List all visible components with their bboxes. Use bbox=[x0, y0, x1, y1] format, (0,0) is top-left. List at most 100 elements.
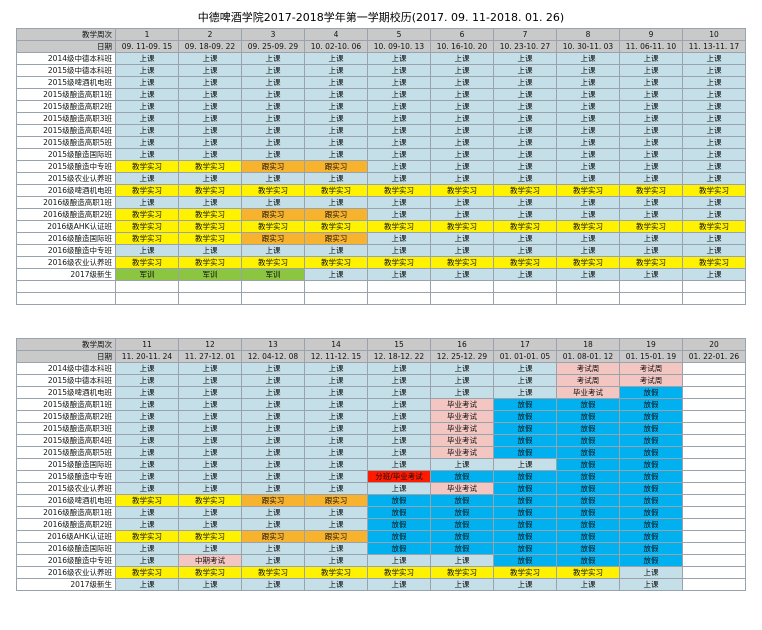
schedule-cell: 放假 bbox=[619, 470, 683, 483]
schedule-cell bbox=[682, 518, 746, 531]
schedule-cell: 上课 bbox=[241, 554, 305, 567]
schedule-cell: 放假 bbox=[556, 494, 620, 507]
schedule-cell: 教学实习 bbox=[556, 256, 620, 269]
schedule-cell: 上课 bbox=[367, 398, 431, 411]
schedule-cell bbox=[682, 542, 746, 555]
schedule-cell: 上课 bbox=[178, 542, 242, 555]
schedule-cell: 上课 bbox=[493, 362, 557, 375]
schedule-cell: 上课 bbox=[115, 124, 179, 137]
row-label: 2016级啤酒机电班 bbox=[16, 184, 116, 197]
schedule-cell: 上课 bbox=[304, 88, 368, 101]
schedule-cell: 上课 bbox=[556, 64, 620, 77]
schedule-cell: 教学实习 bbox=[493, 220, 557, 233]
schedule-cell: 上课 bbox=[430, 196, 494, 209]
schedule-cell: 上课 bbox=[304, 422, 368, 435]
schedule-cell: 上课 bbox=[619, 76, 683, 89]
schedule-cell: 放假 bbox=[556, 458, 620, 471]
schedule-cell: 上课 bbox=[178, 148, 242, 161]
schedule-cell: 上课 bbox=[430, 76, 494, 89]
schedule-cell: 毕业考试 bbox=[430, 446, 494, 459]
schedule-cell: 上课 bbox=[682, 112, 746, 125]
row-label: 2015级酿造中专班 bbox=[16, 470, 116, 483]
schedule-cell: 上课 bbox=[619, 100, 683, 113]
schedule-cell: 教学实习 bbox=[493, 566, 557, 579]
table-row: 2015级酿造国际班 上课 上课 上课 上课 上课 上课 上课 放假 放假 bbox=[16, 458, 746, 471]
schedule-cell: 19 bbox=[619, 338, 683, 351]
table-row: 2016级酿造高职2班 教学实习 教学实习 跟实习 跟实习 上课 上课 上课 上课 上课 上课 bbox=[16, 208, 746, 221]
schedule-cell: 放假 bbox=[556, 530, 620, 543]
schedule-cell: 教学实习 bbox=[178, 220, 242, 233]
schedule-cell: 上课 bbox=[367, 52, 431, 65]
schedule-cell: 考试周 bbox=[619, 374, 683, 387]
schedule-cell: 放假 bbox=[619, 542, 683, 555]
schedule-cell bbox=[367, 292, 431, 305]
schedule-cell bbox=[304, 280, 368, 293]
table-row: 日期 11. 20-11. 24 11. 27-12. 01 12. 04-12. 0… bbox=[16, 350, 746, 363]
schedule-cell: 上课 bbox=[178, 398, 242, 411]
schedule-cell: 10. 16-10. 20 bbox=[430, 40, 494, 53]
schedule-cell: 上课 bbox=[115, 518, 179, 531]
schedule-cell: 上课 bbox=[178, 410, 242, 423]
schedule-cell bbox=[241, 292, 305, 305]
schedule-cell: 上课 bbox=[304, 196, 368, 209]
schedule-cell bbox=[178, 280, 242, 293]
schedule-cell: 跟实习 bbox=[304, 494, 368, 507]
schedule-cell: 毕业考试 bbox=[430, 398, 494, 411]
schedule-cell: 教学实习 bbox=[178, 530, 242, 543]
schedule-cell: 教学实习 bbox=[115, 494, 179, 507]
schedule-cell: 13 bbox=[241, 338, 305, 351]
row-label: 2014级中德本科班 bbox=[16, 52, 116, 65]
schedule-cell: 教学实习 bbox=[493, 184, 557, 197]
table-row: 日期 09. 11-09. 15 09. 18-09. 22 09. 25-09. 2… bbox=[16, 40, 746, 53]
schedule-cell: 20 bbox=[682, 338, 746, 351]
schedule-cell: 上课 bbox=[304, 410, 368, 423]
row-label: 2016级AHK认证班 bbox=[16, 220, 116, 233]
schedule-cell: 教学实习 bbox=[430, 184, 494, 197]
schedule-cell: 上课 bbox=[556, 232, 620, 245]
table-row: 2016级酿造高职2班 上课 上课 上课 上课 放假 放假 放假 放假 放假 bbox=[16, 518, 746, 531]
schedule-cell: 上课 bbox=[115, 136, 179, 149]
schedule-cell: 上课 bbox=[115, 88, 179, 101]
schedule-cell: 上课 bbox=[619, 124, 683, 137]
schedule-cell: 5 bbox=[367, 28, 431, 41]
schedule-cell: 18 bbox=[556, 338, 620, 351]
schedule-cell: 放假 bbox=[619, 506, 683, 519]
schedule-cell: 上课 bbox=[241, 172, 305, 185]
schedule-cell: 上课 bbox=[241, 386, 305, 399]
table-row: 2015级酿造高职2班 上课 上课 上课 上课 上课 上课 上课 上课 上课 上课 bbox=[16, 100, 746, 113]
schedule-cell: 上课 bbox=[304, 434, 368, 447]
table-row: 2016级酿造高职1班 上课 上课 上课 上课 上课 上课 上课 上课 上课 上课 bbox=[16, 196, 746, 209]
row-label: 2015级酿造高职3班 bbox=[16, 112, 116, 125]
row-label: 2014级中德本科班 bbox=[16, 362, 116, 375]
schedule-cell bbox=[430, 292, 494, 305]
schedule-cell: 上课 bbox=[430, 458, 494, 471]
schedule-cell: 放假 bbox=[430, 518, 494, 531]
schedule-cell: 上课 bbox=[178, 100, 242, 113]
schedule-cell: 上课 bbox=[619, 244, 683, 257]
schedule-cell: 上课 bbox=[493, 268, 557, 281]
table-row: 2015级酿造高职2班 上课 上课 上课 上课 上课 毕业考试 放假 放假 放假 bbox=[16, 410, 746, 423]
schedule-cell: 上课 bbox=[430, 100, 494, 113]
schedule-cell: 上课 bbox=[619, 112, 683, 125]
schedule-cell: 上课 bbox=[367, 112, 431, 125]
schedule-cell: 上课 bbox=[493, 374, 557, 387]
schedule-cell: 上课 bbox=[367, 244, 431, 257]
schedule-cell: 教学实习 bbox=[115, 232, 179, 245]
row-label: 2015级酿造高职5班 bbox=[16, 446, 116, 459]
schedule-cell: 放假 bbox=[367, 542, 431, 555]
schedule-cell: 上课 bbox=[682, 100, 746, 113]
schedule-cell: 上课 bbox=[556, 52, 620, 65]
schedule-cell: 跟实习 bbox=[241, 208, 305, 221]
schedule-cell: 上课 bbox=[304, 64, 368, 77]
schedule-cell: 10. 09-10. 13 bbox=[367, 40, 431, 53]
schedule-cell: 上课 bbox=[430, 578, 494, 591]
schedule-cell: 考试周 bbox=[556, 374, 620, 387]
schedule-cell: 上课 bbox=[493, 52, 557, 65]
schedule-cell: 放假 bbox=[619, 398, 683, 411]
schedule-cell: 上课 bbox=[367, 208, 431, 221]
schedule-cell: 教学实习 bbox=[493, 256, 557, 269]
schedule-cell: 01. 15-01. 19 bbox=[619, 350, 683, 363]
schedule-cell: 上课 bbox=[178, 112, 242, 125]
schedule-cell: 上课 bbox=[367, 232, 431, 245]
schedule-cell: 上课 bbox=[556, 112, 620, 125]
